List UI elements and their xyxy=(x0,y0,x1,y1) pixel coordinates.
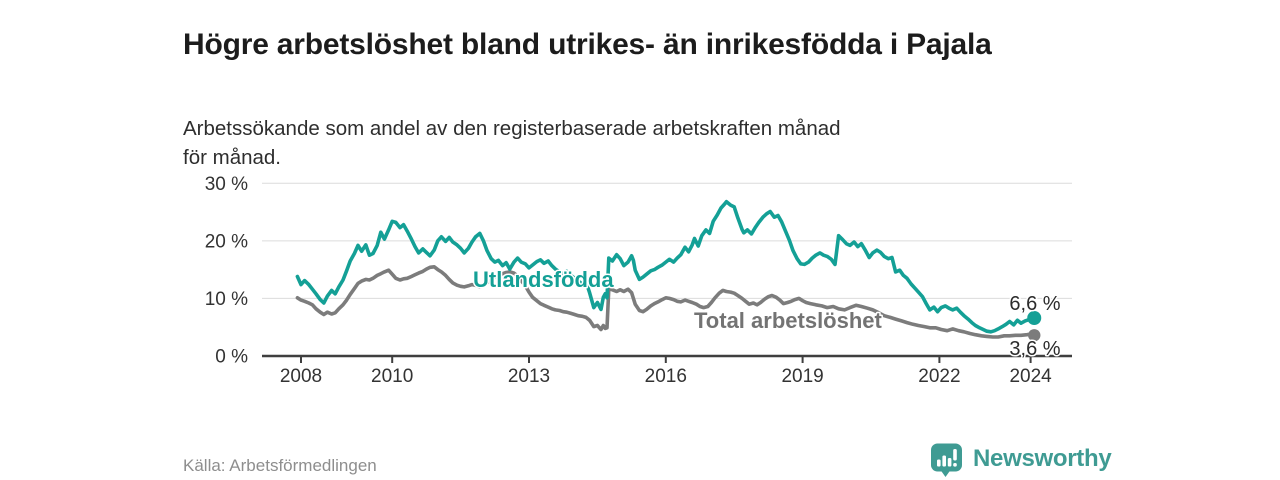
x-tick-label: 2024 xyxy=(1009,366,1052,387)
chart-area: 2008 2010 2013 2016 2019 2022 2024 0 % 10 % 20 % 3… xyxy=(180,165,1100,400)
end-value-label: 6,6 % xyxy=(1009,293,1060,315)
page-title: Högre arbetslöshet bland utrikes- än inr… xyxy=(183,28,992,62)
series-label-utlandsfodda: Utlandsfödda xyxy=(473,267,614,292)
series-line-utlandsfodda xyxy=(295,199,1037,334)
end-value-label: 3,6 % xyxy=(1009,338,1060,360)
series-label-total: Total arbetslöshet xyxy=(694,308,883,333)
brand-logo: Newsworthy xyxy=(929,442,1112,480)
series-line-total xyxy=(295,265,1037,339)
y-tick-label: 30 % xyxy=(205,174,248,195)
x-tick-label: 2008 xyxy=(280,366,322,387)
newsworthy-icon xyxy=(931,443,962,477)
page-subtitle: Arbetssökande som andel av den registerb… xyxy=(183,116,841,170)
y-tick-label: 0 % xyxy=(215,347,248,368)
x-tick-label: 2022 xyxy=(918,366,960,387)
end-dot-utlandsfodda xyxy=(1027,310,1042,325)
line-chart: 2008 2010 2013 2016 2019 2022 2024 0 % 10 % 20 % 3… xyxy=(205,174,1072,387)
y-tick-label: 20 % xyxy=(205,231,248,252)
x-tick-label: 2010 xyxy=(371,366,413,387)
x-tick-label: 2016 xyxy=(645,366,687,387)
brand-name: Newsworthy xyxy=(973,445,1112,472)
x-tick-label: 2013 xyxy=(508,366,550,387)
x-tick-label: 2019 xyxy=(781,366,823,387)
source-note: Källa: Arbetsförmedlingen xyxy=(183,456,377,475)
end-dot-total xyxy=(1028,329,1041,342)
y-tick-label: 10 % xyxy=(205,289,248,310)
